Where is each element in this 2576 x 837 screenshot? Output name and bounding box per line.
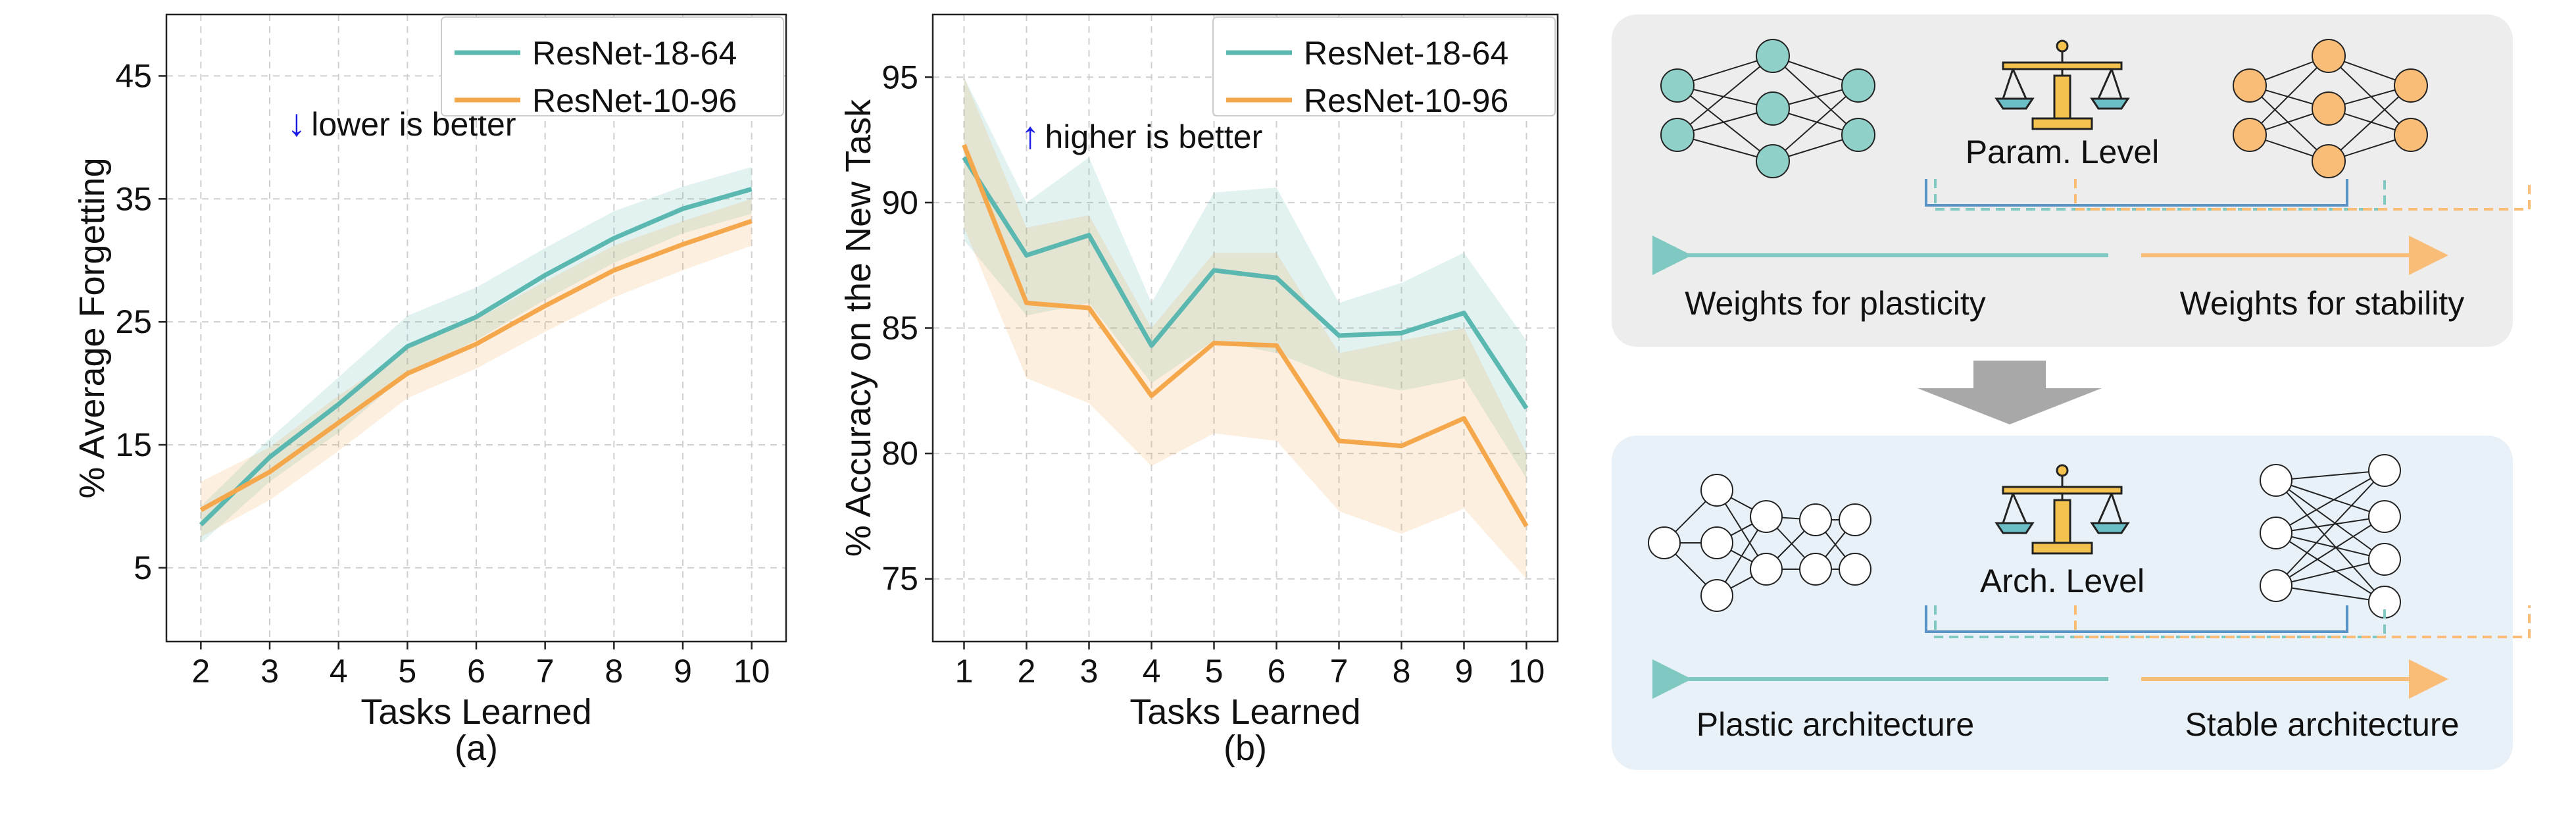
x-tick-label: 5: [398, 653, 416, 690]
x-tick-label: 7: [1330, 653, 1349, 690]
legend-label: ResNet-10-96: [532, 82, 737, 119]
x-tick-label: 6: [467, 653, 485, 690]
weights-stability-label: Weights for stability: [2180, 285, 2465, 322]
x-tick-label: 10: [1508, 653, 1545, 690]
y-tick-label: 45: [115, 57, 152, 94]
arch-brackets: [1925, 605, 2531, 638]
legend-label: ResNet-18-64: [1304, 35, 1508, 72]
series-line-ResNet-18-64: [962, 156, 1529, 410]
annotation-text: higher is better: [1045, 118, 1263, 155]
x-tick-label: 3: [260, 653, 279, 690]
y-tick-label: 95: [881, 59, 918, 95]
plastic-network-icon: [1648, 474, 1871, 612]
x-tick-label: 2: [1018, 653, 1036, 690]
stable-architecture-label: Stable architecture: [2185, 706, 2460, 743]
balance-scale-icon-arch: [1994, 464, 2130, 555]
y-tick-label: 5: [134, 549, 152, 586]
arch-level-panel: Arch. Level Plastic architecture Stable …: [1612, 436, 2531, 770]
teal-network-icon: [1660, 39, 1875, 178]
y-tick-label: 90: [881, 184, 918, 221]
x-tick-label: 8: [1393, 653, 1411, 690]
y-tick-label: 35: [115, 180, 152, 217]
weights-plasticity-label: Weights for plasticity: [1685, 285, 1986, 322]
x-tick-label: 4: [1143, 653, 1161, 690]
annotation-arrow-icon: ↓: [287, 101, 306, 144]
param-level-panel: Param. Level Weights for plasticity Weig…: [1612, 14, 2531, 347]
confidence-band-ResNet-18-64: [964, 77, 1527, 479]
x-tick-label: 1: [955, 653, 974, 690]
chart-b: 75 80 85 90 95 1 2 3 4 5 6 7 8 9 10 Tasks Learned(b) % A…: [839, 13, 1559, 768]
y-axis-label: % Accuracy on the New Task: [839, 99, 878, 557]
x-tick-label: 6: [1268, 653, 1286, 690]
confidence-band-ResNet-10-96: [964, 77, 1527, 579]
confidence-band-ResNet-10-96: [201, 199, 752, 538]
x-tick-label: 9: [1455, 653, 1474, 690]
legend-label: ResNet-10-96: [1304, 82, 1508, 119]
arch-level-label: Arch. Level: [1980, 563, 2144, 599]
plastic-architecture-label: Plastic architecture: [1697, 706, 1974, 743]
x-axis-label: Tasks Learned: [360, 692, 591, 732]
x-axis-label: Tasks Learned: [1129, 692, 1360, 732]
confidence-band-ResNet-18-64: [201, 166, 752, 544]
x-tick-label: 2: [191, 653, 210, 690]
y-axis-label: % Average Forgetting: [72, 157, 112, 498]
legend-box: [1212, 16, 1556, 116]
stability-plasticity-diagram: Param. Level Weights for plasticity Weig…: [1612, 14, 2531, 770]
down-arrow-icon: [1918, 361, 2102, 424]
y-tick-label: 15: [115, 426, 152, 463]
y-tick-label: 85: [881, 310, 918, 347]
annotation-arrow-icon: ↑: [1021, 114, 1040, 157]
x-tick-label: 5: [1205, 653, 1224, 690]
stable-network-icon: [2260, 454, 2401, 619]
chart-caption: (a): [455, 728, 498, 768]
balance-scale-icon: [1994, 39, 2130, 130]
y-tick-label: 75: [881, 561, 918, 597]
x-tick-label: 4: [330, 653, 348, 690]
y-tick-label: 25: [115, 303, 152, 340]
param-brackets: [1925, 179, 2531, 211]
legend-label: ResNet-18-64: [532, 35, 737, 72]
chart-caption: (b): [1224, 728, 1267, 768]
x-tick-label: 8: [605, 653, 623, 690]
y-tick-label: 80: [881, 435, 918, 472]
x-tick-label: 7: [536, 653, 555, 690]
series-line-ResNet-10-96: [962, 143, 1529, 528]
x-tick-label: 9: [674, 653, 692, 690]
x-tick-label: 10: [733, 653, 770, 690]
param-level-label: Param. Level: [1966, 134, 2160, 170]
x-tick-label: 3: [1080, 653, 1099, 690]
orange-network-icon: [2233, 39, 2428, 178]
legend-box: [441, 16, 784, 116]
